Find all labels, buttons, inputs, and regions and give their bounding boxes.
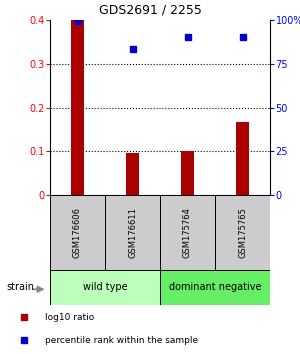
Bar — [50, 195, 105, 270]
Text: strain: strain — [6, 282, 34, 292]
Bar — [215, 195, 270, 270]
Text: GSM175764: GSM175764 — [183, 207, 192, 258]
Text: dominant negative: dominant negative — [169, 282, 261, 292]
Bar — [105, 195, 160, 270]
Bar — [126, 153, 140, 195]
Text: GDS2691 / 2255: GDS2691 / 2255 — [99, 4, 201, 17]
Bar — [160, 195, 215, 270]
Text: GSM176606: GSM176606 — [73, 207, 82, 258]
Text: log10 ratio: log10 ratio — [45, 313, 94, 321]
Text: wild type: wild type — [83, 282, 127, 292]
Bar — [181, 151, 194, 195]
Bar — [236, 121, 249, 195]
Bar — [160, 270, 270, 305]
Text: percentile rank within the sample: percentile rank within the sample — [45, 336, 198, 344]
Text: GSM176611: GSM176611 — [128, 207, 137, 258]
Bar — [50, 270, 160, 305]
Bar — [70, 20, 84, 195]
Text: GSM175765: GSM175765 — [238, 207, 247, 258]
